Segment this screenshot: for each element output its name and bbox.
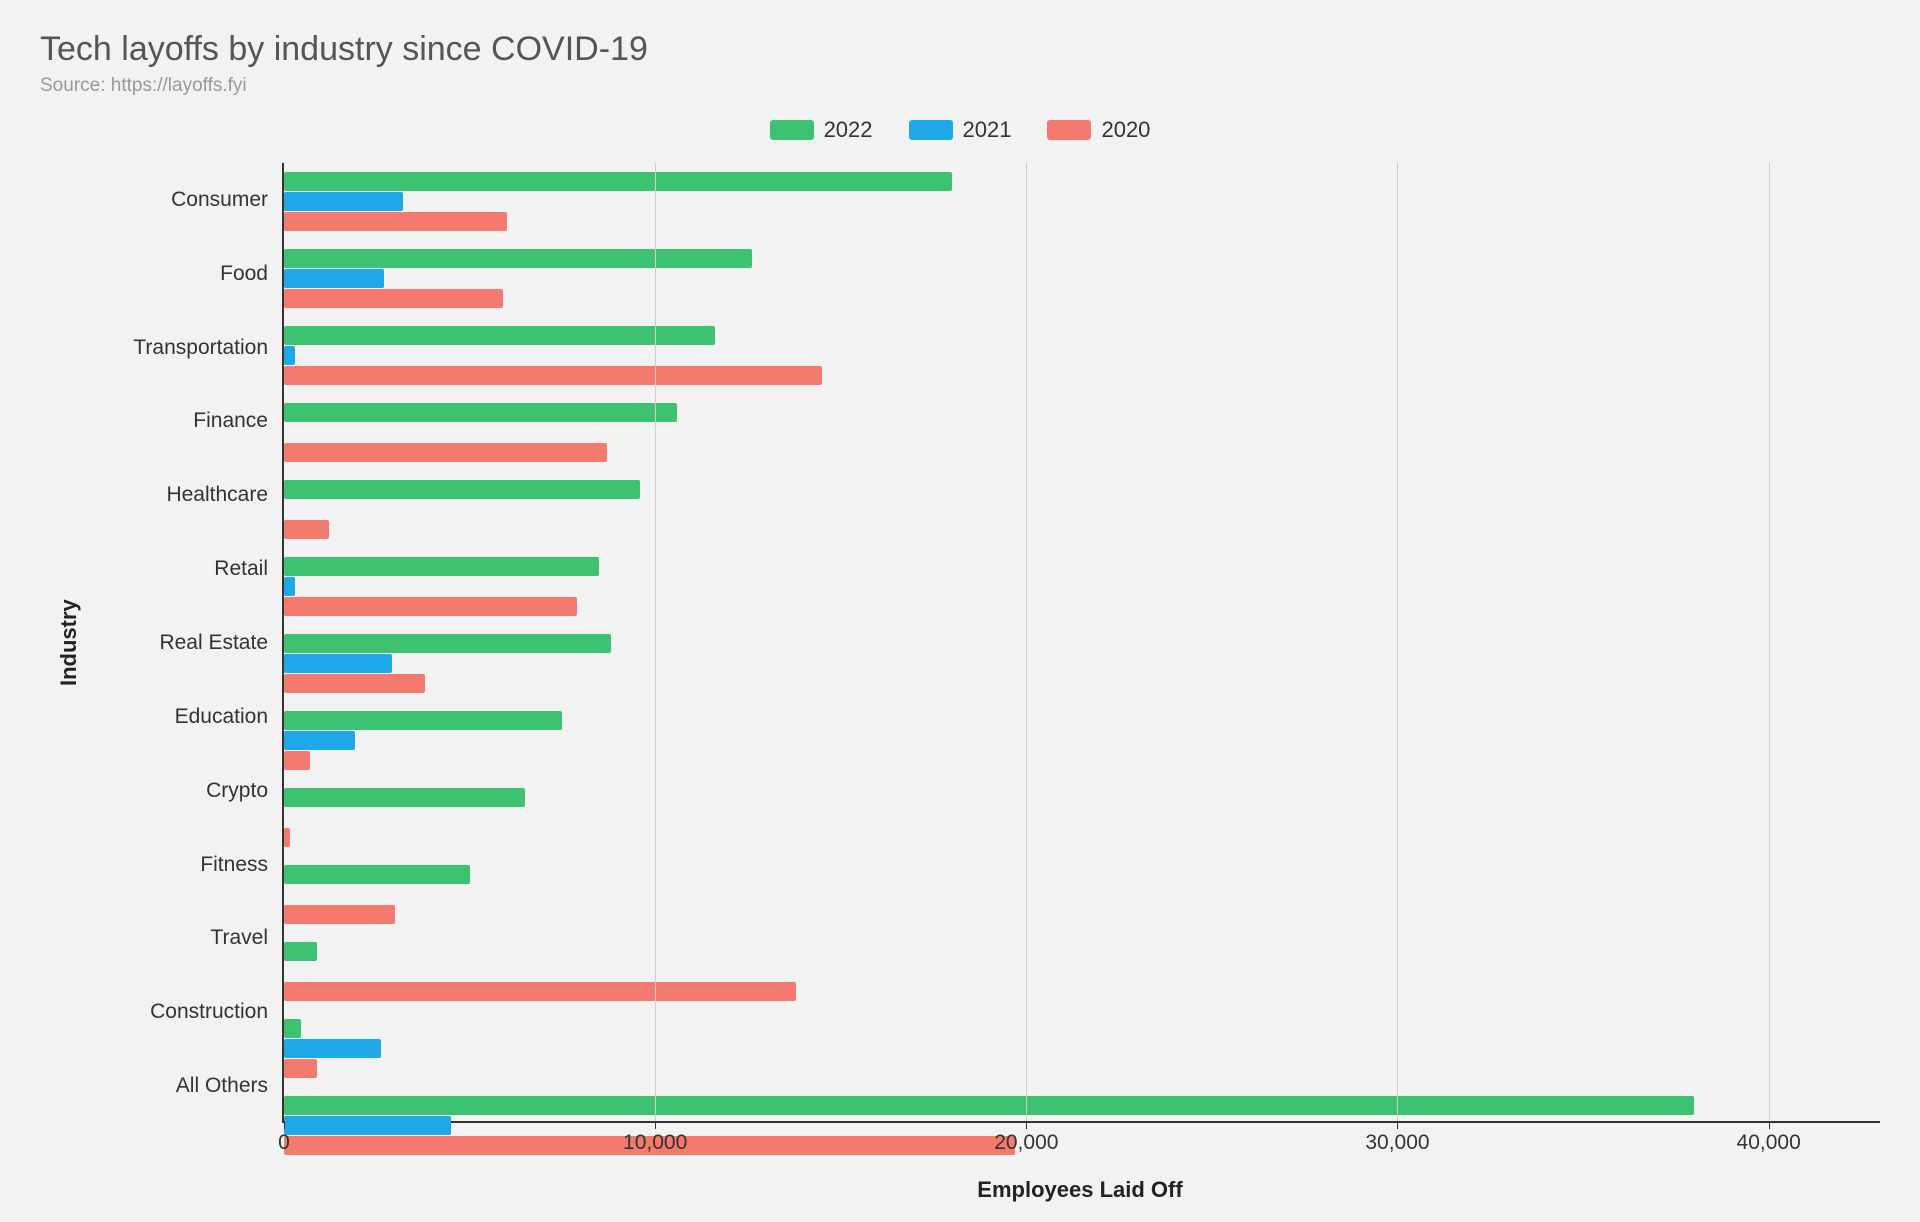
x-tick-mark: [1769, 1121, 1770, 1129]
bar[interactable]: [284, 172, 952, 191]
category-row: [284, 471, 1880, 548]
y-tick-label: Finance: [82, 385, 282, 459]
x-tick-mark: [1026, 1121, 1027, 1129]
category-row: [284, 163, 1880, 240]
legend-item[interactable]: 2022: [770, 117, 873, 143]
plot-wrapper: Industry ConsumerFoodTransportationFinan…: [40, 163, 1880, 1123]
category-row: [284, 1010, 1880, 1087]
bar[interactable]: [284, 403, 677, 422]
bar[interactable]: [284, 905, 395, 924]
bar-rows: [284, 163, 1880, 1121]
x-tick-mark: [1397, 1121, 1398, 1129]
chart-subtitle: Source: https://layoffs.fyi: [40, 75, 1880, 97]
bar[interactable]: [284, 326, 715, 345]
y-tick-label: Retail: [82, 532, 282, 606]
gridline: [655, 163, 656, 1121]
bar[interactable]: [284, 597, 577, 616]
y-tick-label: Consumer: [82, 163, 282, 237]
bar[interactable]: [284, 654, 392, 673]
bar[interactable]: [284, 828, 290, 847]
gridline: [1397, 163, 1398, 1121]
y-tick-label: Real Estate: [82, 606, 282, 680]
bar[interactable]: [284, 674, 425, 693]
bar[interactable]: [284, 577, 295, 596]
bar[interactable]: [284, 480, 640, 499]
y-axis-label: Industry: [40, 163, 82, 1123]
bar[interactable]: [284, 942, 317, 961]
bar[interactable]: [284, 982, 796, 1001]
plot-area: 010,00020,00030,00040,000: [282, 163, 1880, 1123]
bar[interactable]: [284, 1019, 301, 1038]
y-tick-label: Transportation: [82, 311, 282, 385]
y-tick-label: Food: [82, 237, 282, 311]
y-tick-label: Fitness: [82, 828, 282, 902]
category-row: [284, 856, 1880, 933]
x-tick-label: 10,000: [623, 1131, 687, 1155]
y-tick-label: Education: [82, 680, 282, 754]
bar[interactable]: [284, 443, 607, 462]
y-tick-label: Construction: [82, 975, 282, 1049]
x-tick-label: 30,000: [1365, 1131, 1429, 1155]
chart-container: Tech layoffs by industry since COVID-19 …: [0, 0, 1920, 1222]
chart-legend: 2022 2021 2020: [40, 117, 1880, 143]
legend-label: 2021: [963, 117, 1012, 143]
legend-label: 2022: [824, 117, 873, 143]
x-tick-label: 40,000: [1737, 1131, 1801, 1155]
y-axis-ticks: ConsumerFoodTransportationFinanceHealthc…: [82, 163, 282, 1123]
bar[interactable]: [284, 249, 752, 268]
chart-title: Tech layoffs by industry since COVID-19: [40, 30, 1880, 69]
x-axis-ticks: 010,00020,00030,00040,000: [284, 1121, 1880, 1161]
gridline: [1769, 163, 1770, 1121]
category-row: [284, 317, 1880, 394]
bar[interactable]: [284, 289, 503, 308]
legend-item[interactable]: 2021: [909, 117, 1012, 143]
bar[interactable]: [284, 731, 355, 750]
bar[interactable]: [284, 212, 507, 231]
bar[interactable]: [284, 366, 822, 385]
x-tick-mark: [284, 1121, 285, 1129]
x-axis-label: Employees Laid Off: [280, 1177, 1880, 1203]
bar[interactable]: [284, 711, 562, 730]
bar[interactable]: [284, 1096, 1694, 1115]
bar[interactable]: [284, 865, 470, 884]
category-row: [284, 394, 1880, 471]
category-row: [284, 933, 1880, 1010]
y-tick-label: Travel: [82, 901, 282, 975]
x-tick-mark: [655, 1121, 656, 1129]
category-row: [284, 702, 1880, 779]
bar[interactable]: [284, 1059, 317, 1078]
legend-item[interactable]: 2020: [1047, 117, 1150, 143]
category-row: [284, 625, 1880, 702]
y-tick-label: Healthcare: [82, 458, 282, 532]
legend-swatch: [909, 120, 953, 140]
category-row: [284, 779, 1880, 856]
gridline: [1026, 163, 1027, 1121]
y-tick-label: Crypto: [82, 754, 282, 828]
bar[interactable]: [284, 520, 329, 539]
legend-swatch: [770, 120, 814, 140]
x-tick-label: 0: [278, 1131, 290, 1155]
bar[interactable]: [284, 634, 611, 653]
category-row: [284, 240, 1880, 317]
bar[interactable]: [284, 788, 525, 807]
bar[interactable]: [284, 269, 384, 288]
legend-swatch: [1047, 120, 1091, 140]
y-tick-label: All Others: [82, 1049, 282, 1123]
x-tick-label: 20,000: [994, 1131, 1058, 1155]
bar[interactable]: [284, 751, 310, 770]
category-row: [284, 548, 1880, 625]
bar[interactable]: [284, 1039, 381, 1058]
bar[interactable]: [284, 346, 295, 365]
legend-label: 2020: [1101, 117, 1150, 143]
bar[interactable]: [284, 557, 599, 576]
bar[interactable]: [284, 192, 403, 211]
